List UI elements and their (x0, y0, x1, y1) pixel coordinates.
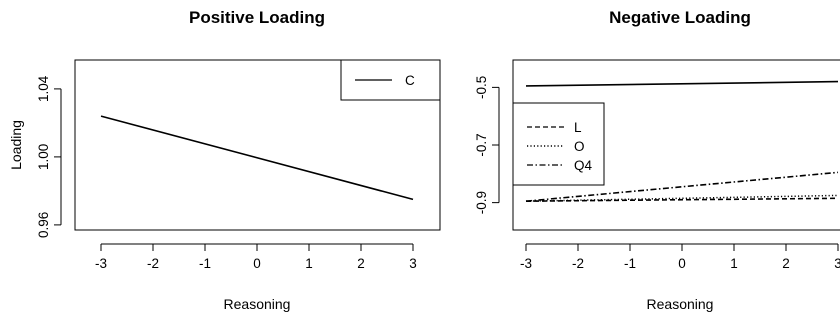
series-lines-positive (100, 115, 414, 201)
series-lines-negative (525, 80, 839, 202)
chart-title-negative: Negative Loading (609, 8, 751, 27)
x-tick-label-negative: 3 (834, 256, 840, 271)
plot-frame-positive (74, 59, 441, 231)
x-tick-label-positive: 0 (253, 256, 261, 271)
series-line-q4 (525, 171, 839, 202)
y-axis-negative: -0.5 -0.7 -0.9 (474, 76, 500, 214)
legend-label-q4: Q4 (574, 158, 593, 173)
legend-label-c: C (405, 73, 415, 88)
y-tick-label-negative: -0.5 (474, 76, 489, 99)
legend-box-negative (512, 102, 605, 186)
x-tick-label-negative: 0 (678, 256, 686, 271)
x-axis-negative: -3 -2 -1 0 1 2 3 (520, 243, 840, 271)
x-tick-label-negative: -2 (572, 256, 584, 271)
y-tick-label-positive: 1.04 (36, 75, 51, 102)
y-axis-label-positive: Loading (8, 120, 24, 170)
chart-title-positive: Positive Loading (189, 8, 325, 27)
x-tick-label-positive: 3 (409, 256, 417, 271)
legend-label-o: O (574, 139, 585, 154)
y-tick-label-positive: 1.00 (36, 144, 51, 170)
legend-positive: C (340, 59, 441, 101)
y-tick-label-negative: -0.7 (474, 133, 489, 156)
x-tick-label-negative: -3 (520, 256, 532, 271)
x-tick-label-negative: 2 (782, 256, 790, 271)
legend-label-l: L (574, 120, 582, 135)
panel-positive-loading: Positive Loading -3 -2 -1 0 1 2 3 0.96 1.00 1.04… (8, 8, 441, 312)
x-tick-label-positive: -1 (199, 256, 211, 271)
x-tick-label-positive: 2 (357, 256, 365, 271)
x-tick-label-positive: 1 (305, 256, 313, 271)
x-axis-label-negative: Reasoning (647, 296, 714, 312)
x-tick-label-positive: -3 (95, 256, 107, 271)
series-line-l (525, 197, 839, 202)
x-tick-label-negative: -1 (624, 256, 636, 271)
x-tick-label-positive: -2 (147, 256, 159, 271)
y-axis-positive: 0.96 1.00 1.04 (36, 75, 62, 238)
x-axis-positive: -3 -2 -1 0 1 2 3 (95, 243, 417, 271)
series-line-c (100, 115, 414, 201)
legend-negative: L O Q4 (512, 102, 605, 186)
x-axis-label-positive: Reasoning (224, 296, 291, 312)
y-tick-label-negative: -0.9 (474, 191, 489, 214)
x-tick-label-negative: 1 (730, 256, 738, 271)
panel-negative-loading: Negative Loading -3 -2 -1 0 1 2 3 -0.5 -0.7 -0.9… (474, 8, 840, 312)
y-tick-label-positive: 0.96 (36, 212, 51, 238)
series-line-unlabeled (525, 80, 839, 87)
series-line-o (525, 194, 839, 202)
